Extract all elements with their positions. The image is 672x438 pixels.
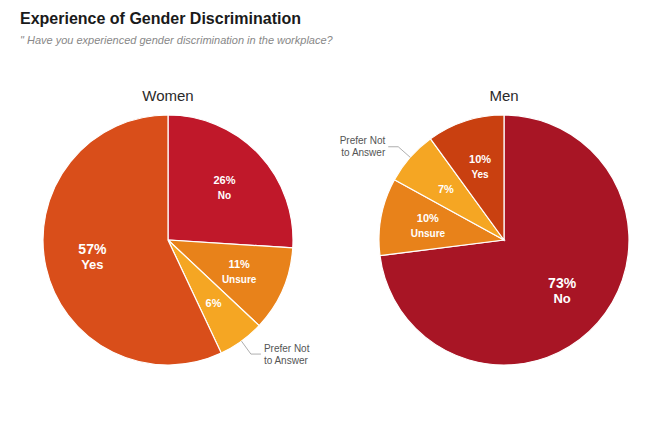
data-label: 6% — [206, 297, 222, 309]
category-label: Yes — [471, 169, 489, 180]
chart: Experience of Gender Discrimination " Hav… — [0, 0, 672, 438]
data-label: 10% — [417, 212, 439, 224]
data-label: 11% — [228, 258, 250, 270]
labels: 73%No 10% Unsure 7% Prefer Notto Answer 10% Ye… — [340, 135, 577, 306]
title: Experience of Gender Discrimination — [20, 10, 301, 27]
data-label: 7% — [438, 183, 454, 195]
labels: 26% No 11% Unsure 6% Prefer Notto Answer 57%Ye… — [78, 174, 309, 366]
data-label: 73% — [548, 275, 577, 291]
data-label: 57% — [78, 241, 107, 257]
leader-line — [241, 341, 260, 354]
leader-line — [388, 147, 410, 158]
pie — [43, 115, 293, 365]
category-label: No — [553, 291, 570, 306]
slice — [431, 115, 504, 240]
category-label: Yes — [81, 257, 103, 272]
slice — [168, 115, 293, 248]
pie-title: Women — [142, 87, 193, 104]
category-label: Prefer Notto Answer — [340, 135, 386, 158]
category-label: No — [218, 190, 231, 201]
category-label: Unsure — [411, 228, 446, 239]
slice — [43, 115, 221, 365]
category-label: Unsure — [222, 274, 257, 285]
pie — [379, 115, 629, 365]
category-label: Prefer Notto Answer — [264, 343, 310, 366]
slice — [380, 115, 629, 365]
data-label: 26% — [213, 174, 235, 186]
subtitle: " Have you experienced gender discrimina… — [20, 34, 334, 46]
data-label: 10% — [469, 153, 491, 165]
pie-title: Men — [489, 87, 518, 104]
